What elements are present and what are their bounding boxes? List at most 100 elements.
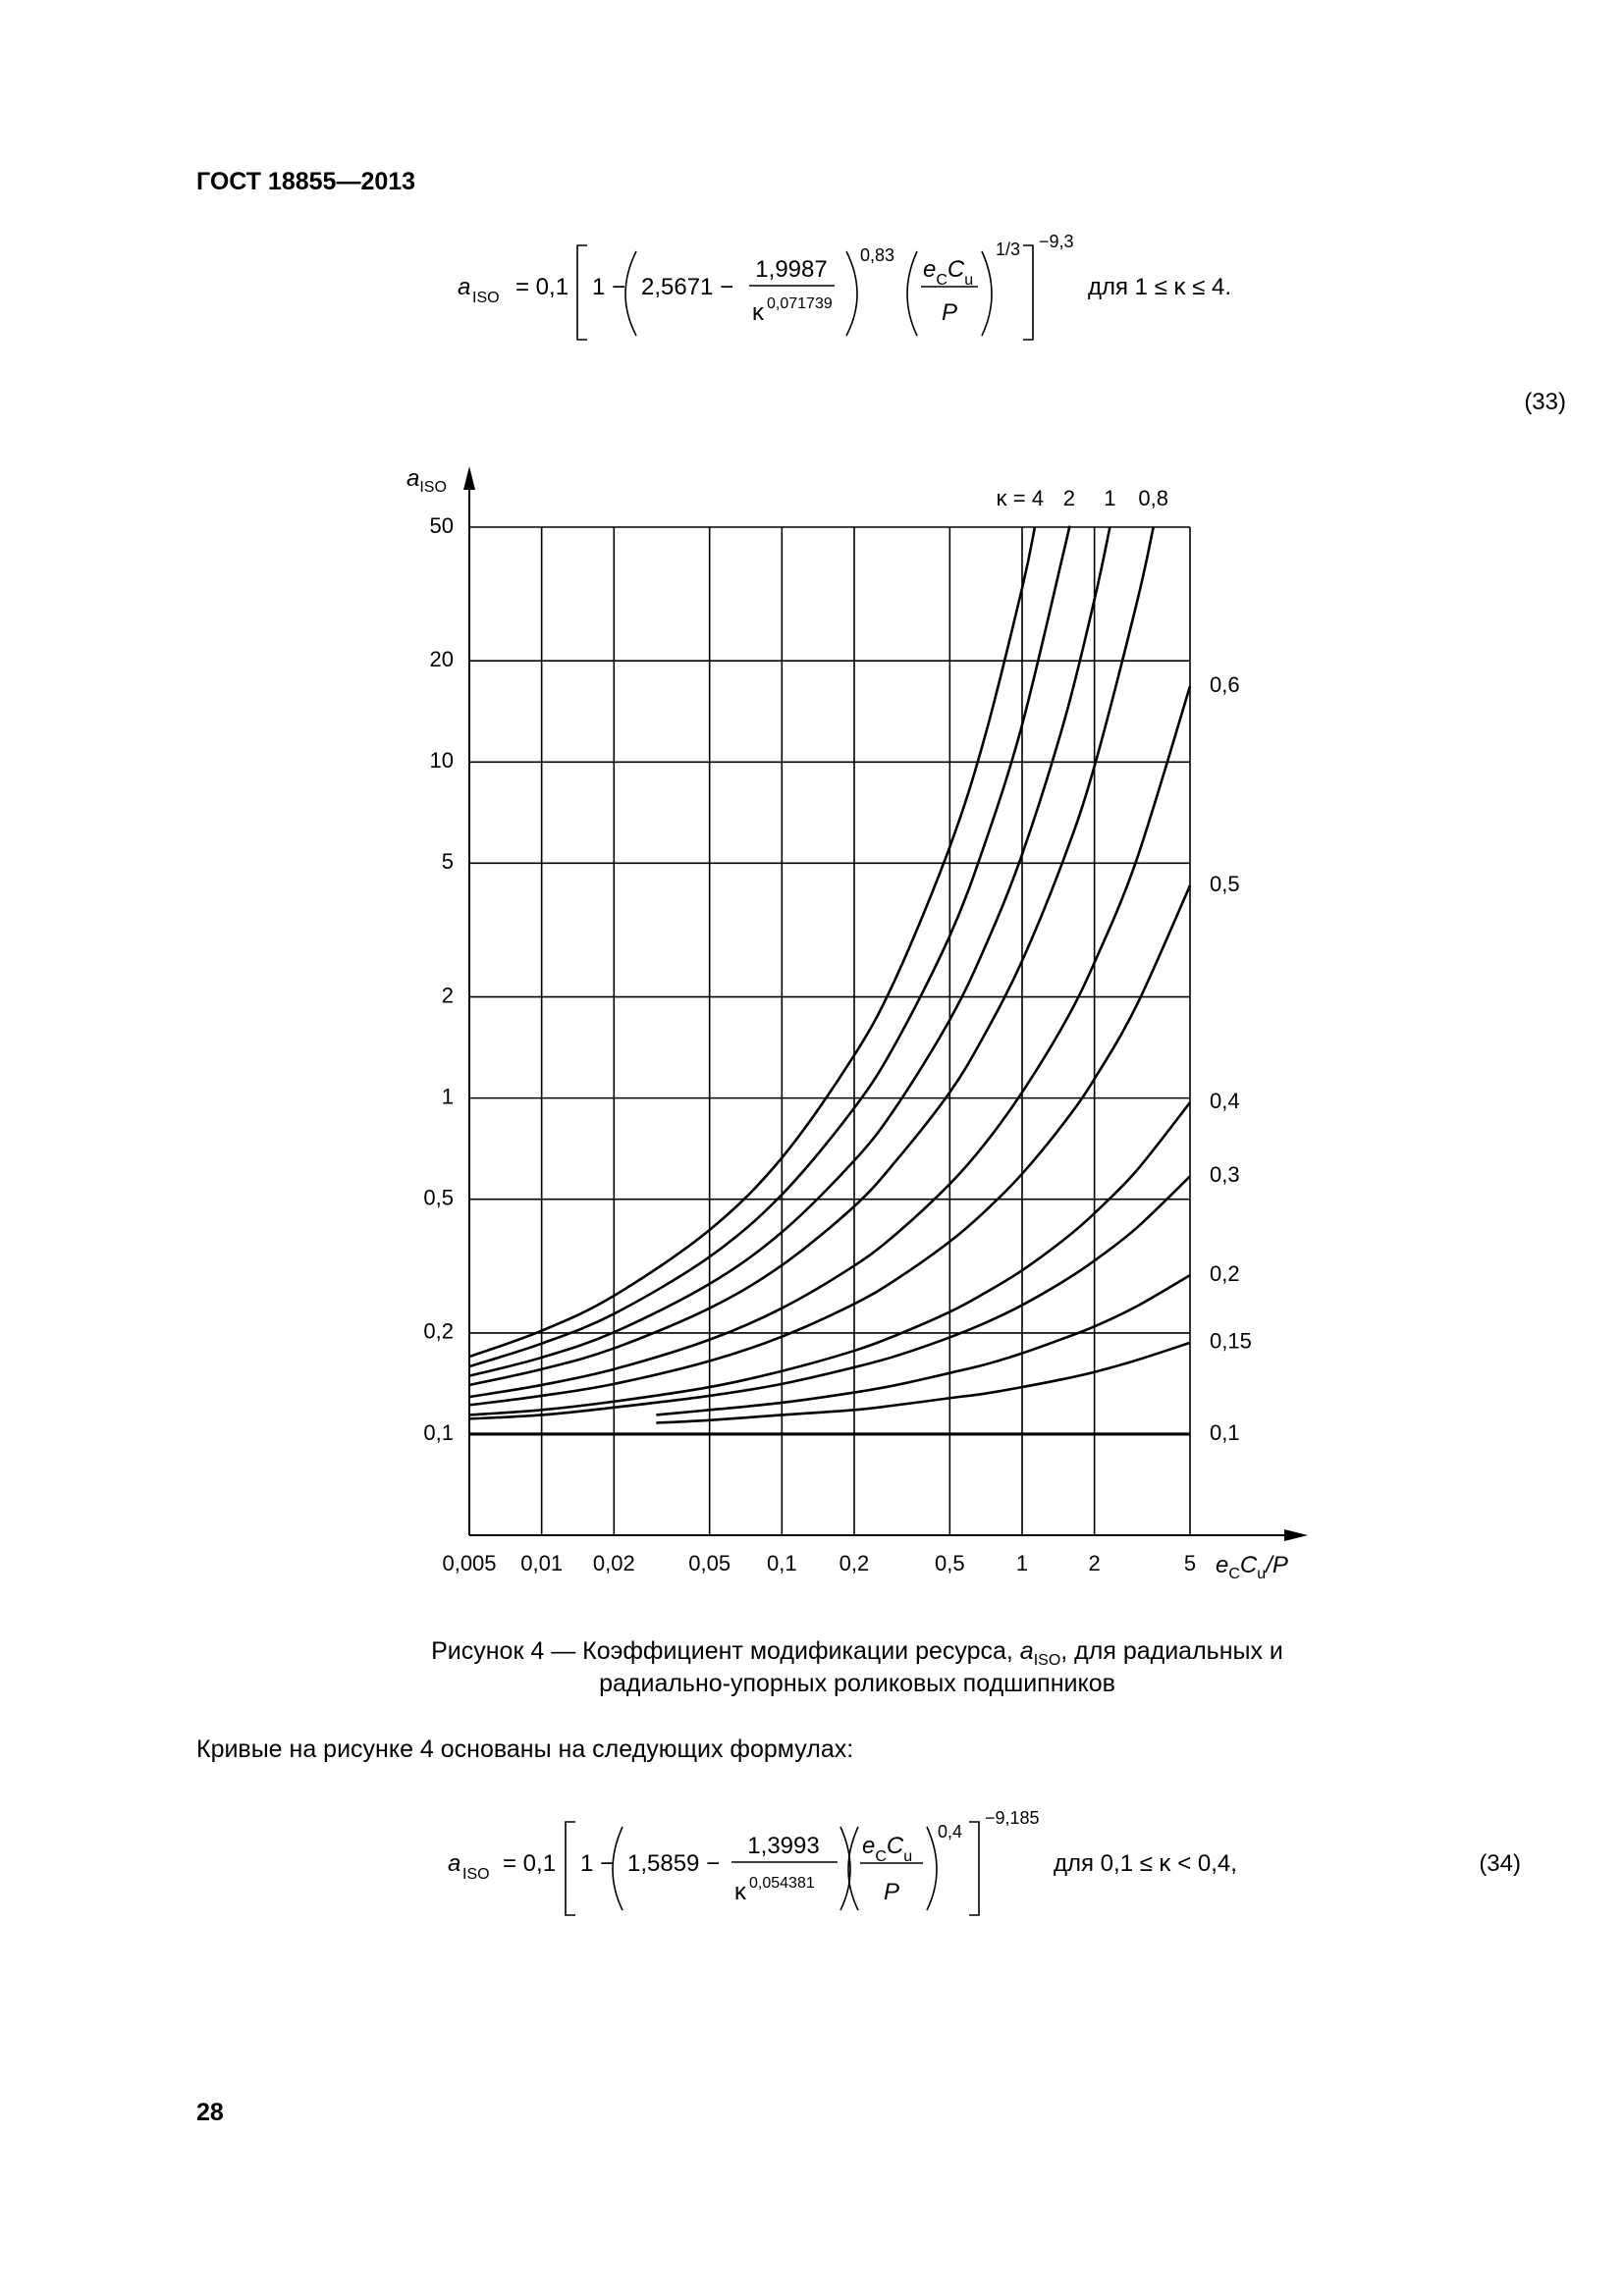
symbol: a (448, 1850, 460, 1877)
exponent: 0,83 (860, 245, 894, 265)
symbol: C (947, 256, 965, 283)
subscript: ISO (419, 479, 447, 496)
series-label: 0,3 (1210, 1162, 1240, 1187)
y-tick-label: 50 (430, 513, 454, 538)
series-label: κ = 4 (997, 486, 1044, 510)
paren (839, 1826, 851, 1911)
equation-number: (33) (1524, 389, 1566, 415)
subscript: C (1228, 1566, 1240, 1582)
series-label: 0,6 (1210, 672, 1240, 697)
header-title: ГОСТ 18855—2013 (196, 168, 415, 195)
axis-arrow (463, 466, 475, 490)
symbol: e (1216, 1552, 1228, 1578)
series-label: 0,1 (1210, 1420, 1240, 1445)
x-tick-label: 0,02 (593, 1551, 635, 1575)
condition: для 0,1 ≤ κ < 0,4, (1054, 1850, 1237, 1877)
subscript: ISO (472, 290, 500, 306)
exponent: 0,054381 (749, 1875, 815, 1892)
paragraph: Кривые на рисунке 4 основаны на следующи… (196, 1735, 853, 1763)
y-axis-label: aISO (406, 465, 447, 496)
paren (845, 250, 858, 337)
x-tick-label: 0,2 (839, 1551, 870, 1575)
paren (926, 1826, 938, 1911)
y-tick-label: 20 (430, 647, 454, 671)
paren (612, 1826, 623, 1911)
curve (468, 1101, 1192, 1416)
y-tick-label: 0,1 (423, 1420, 454, 1445)
caption-text: , для радиальных и (1060, 1637, 1283, 1665)
symbol: e (923, 256, 936, 283)
x-tick-label: 0,005 (442, 1551, 496, 1575)
page-number: 28 (196, 2099, 224, 2126)
symbol: C (1240, 1552, 1258, 1578)
figure-caption: Рисунок 4 — Коэффициент модификации ресу… (431, 1637, 1283, 1669)
bracket (969, 1821, 980, 1916)
symbol: a (406, 465, 419, 492)
curve (468, 526, 1111, 1377)
exponent: −9,185 (985, 1808, 1040, 1828)
exponent: −9,3 (1039, 232, 1074, 251)
figure-caption: радиально-упорных роликовых подшипников (599, 1670, 1115, 1697)
curve (656, 1273, 1191, 1416)
curve (468, 525, 1071, 1368)
numerator: 1,3993 (747, 1833, 819, 1859)
denominator: κ (734, 1879, 747, 1905)
symbol: e (862, 1833, 875, 1859)
equation-number: (34) (1479, 1850, 1521, 1877)
formula-33: a ISO = 0,1 1 − 2,5671 − 1,9987 κ 0,0717… (458, 232, 1566, 415)
curve (656, 1341, 1191, 1424)
y-tick-label: 5 (442, 849, 454, 874)
axis-arrow (1284, 1529, 1308, 1541)
caption-text: Рисунок 4 — Коэффициент модификации ресу… (431, 1637, 1020, 1665)
subscript: u (964, 272, 973, 289)
subscript: ISO (462, 1866, 490, 1883)
subscript: C (936, 272, 947, 289)
subscript: u (903, 1848, 912, 1865)
paren (906, 250, 918, 337)
x-tick-label: 0,5 (935, 1551, 965, 1575)
series-label: 1 (1104, 486, 1115, 510)
x-tick-label: 2 (1089, 1551, 1101, 1575)
exponent: 0,4 (938, 1822, 962, 1842)
symbol: a (1020, 1637, 1034, 1665)
paren (847, 1826, 859, 1911)
formula-text: = 0,1 (503, 1850, 556, 1877)
y-tick-label: 1 (442, 1084, 454, 1108)
x-tick-label: 0,1 (767, 1551, 797, 1575)
y-tick-label: 0,5 (423, 1185, 454, 1209)
symbol: C (887, 1833, 904, 1859)
curve (468, 526, 1037, 1359)
curve (468, 685, 1192, 1399)
curve (468, 884, 1192, 1407)
denominator: P (884, 1879, 899, 1905)
formula-text: 1,5859 − (627, 1850, 720, 1877)
subscript: C (875, 1848, 887, 1865)
curve (468, 1175, 1191, 1420)
condition: для 1 ≤ κ ≤ 4. (1088, 274, 1231, 300)
denominator: P (942, 299, 957, 326)
formula-text: = 0,1 (515, 274, 568, 300)
y-tick-label: 0,2 (423, 1319, 454, 1344)
x-tick-label: 1 (1016, 1551, 1028, 1575)
formula-text: 2,5671 − (641, 274, 733, 300)
subscript: ISO (1034, 1652, 1061, 1669)
paren (981, 250, 993, 337)
series-label: 0,8 (1138, 486, 1168, 510)
exponent: 0,071739 (767, 295, 833, 312)
denominator: κ (752, 299, 765, 326)
formula-text: 1 − (592, 274, 625, 300)
symbol: /P (1264, 1552, 1288, 1578)
series-label: 0,4 (1210, 1089, 1240, 1113)
paren (624, 250, 637, 337)
bracket (576, 244, 587, 341)
numerator: eCCu (923, 256, 973, 289)
formula-34: a ISO = 0,1 1 − 1,5859 − 1,3993 κ 0,0543… (448, 1808, 1521, 1916)
bracket (565, 1821, 575, 1916)
x-tick-label: 0,05 (688, 1551, 731, 1575)
x-axis-label: eCCu/P (1216, 1552, 1288, 1582)
formula-text: 1 − (580, 1850, 614, 1877)
y-tick-label: 10 (430, 748, 454, 773)
y-tick-label: 2 (442, 983, 454, 1007)
